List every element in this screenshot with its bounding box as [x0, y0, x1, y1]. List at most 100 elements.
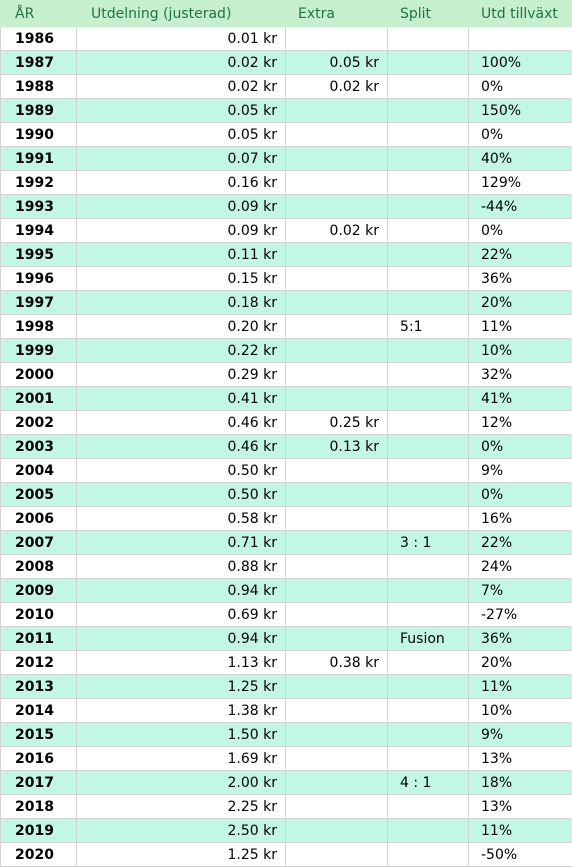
cell-growth[interactable]: 20% [469, 651, 572, 675]
cell-extra[interactable] [286, 507, 388, 531]
cell-split[interactable] [388, 507, 469, 531]
cell-split[interactable] [388, 75, 469, 99]
cell-extra[interactable] [286, 723, 388, 747]
cell-dividend[interactable]: 0.41 kr [77, 387, 286, 411]
cell-growth[interactable]: 32% [469, 363, 572, 387]
cell-year[interactable]: 1995 [1, 243, 77, 267]
cell-extra[interactable] [286, 747, 388, 771]
cell-extra[interactable] [286, 603, 388, 627]
cell-growth[interactable]: 40% [469, 147, 572, 171]
cell-dividend[interactable]: 0.07 kr [77, 147, 286, 171]
cell-year[interactable]: 2002 [1, 411, 77, 435]
cell-growth[interactable]: 13% [469, 747, 572, 771]
cell-dividend[interactable]: 2.50 kr [77, 819, 286, 843]
cell-year[interactable]: 2004 [1, 459, 77, 483]
cell-split[interactable] [388, 267, 469, 291]
cell-extra[interactable]: 0.05 kr [286, 51, 388, 75]
cell-dividend[interactable]: 0.69 kr [77, 603, 286, 627]
cell-growth[interactable]: 100% [469, 51, 572, 75]
cell-split[interactable]: 4 : 1 [388, 771, 469, 795]
cell-extra[interactable]: 0.02 kr [286, 219, 388, 243]
cell-extra[interactable] [286, 123, 388, 147]
cell-dividend[interactable]: 0.18 kr [77, 291, 286, 315]
cell-year[interactable]: 2005 [1, 483, 77, 507]
cell-year[interactable]: 2019 [1, 819, 77, 843]
cell-dividend[interactable]: 0.29 kr [77, 363, 286, 387]
cell-split[interactable] [388, 555, 469, 579]
cell-extra[interactable] [286, 483, 388, 507]
cell-dividend[interactable]: 0.94 kr [77, 579, 286, 603]
cell-split[interactable]: 5:1 [388, 315, 469, 339]
cell-split[interactable] [388, 123, 469, 147]
cell-extra[interactable] [286, 795, 388, 819]
cell-year[interactable]: 1993 [1, 195, 77, 219]
cell-dividend[interactable]: 0.05 kr [77, 123, 286, 147]
cell-growth[interactable]: 22% [469, 531, 572, 555]
cell-split[interactable] [388, 483, 469, 507]
cell-dividend[interactable]: 1.50 kr [77, 723, 286, 747]
cell-year[interactable]: 1987 [1, 51, 77, 75]
cell-growth[interactable]: 7% [469, 579, 572, 603]
cell-year[interactable]: 2014 [1, 699, 77, 723]
cell-growth[interactable]: 10% [469, 339, 572, 363]
cell-extra[interactable] [286, 531, 388, 555]
cell-growth[interactable]: 36% [469, 267, 572, 291]
cell-growth[interactable]: 13% [469, 795, 572, 819]
cell-growth[interactable]: 150% [469, 99, 572, 123]
cell-split[interactable] [388, 699, 469, 723]
cell-year[interactable]: 2007 [1, 531, 77, 555]
cell-year[interactable]: 2011 [1, 627, 77, 651]
cell-year[interactable]: 2015 [1, 723, 77, 747]
cell-extra[interactable] [286, 339, 388, 363]
cell-dividend[interactable]: 0.02 kr [77, 51, 286, 75]
cell-dividend[interactable]: 2.00 kr [77, 771, 286, 795]
cell-growth[interactable]: 129% [469, 171, 572, 195]
header-extra[interactable]: Extra [286, 1, 388, 27]
cell-split[interactable] [388, 99, 469, 123]
cell-growth[interactable]: -44% [469, 195, 572, 219]
cell-year[interactable]: 1988 [1, 75, 77, 99]
cell-extra[interactable] [286, 387, 388, 411]
cell-split[interactable] [388, 51, 469, 75]
cell-extra[interactable] [286, 363, 388, 387]
cell-extra[interactable] [286, 243, 388, 267]
cell-extra[interactable] [286, 771, 388, 795]
cell-dividend[interactable]: 0.58 kr [77, 507, 286, 531]
cell-dividend[interactable]: 0.46 kr [77, 435, 286, 459]
cell-growth[interactable]: 0% [469, 219, 572, 243]
cell-split[interactable] [388, 363, 469, 387]
cell-growth[interactable]: 12% [469, 411, 572, 435]
cell-extra[interactable] [286, 171, 388, 195]
cell-split[interactable] [388, 339, 469, 363]
cell-split[interactable] [388, 747, 469, 771]
cell-split[interactable] [388, 723, 469, 747]
cell-dividend[interactable]: 1.25 kr [77, 843, 286, 867]
cell-extra[interactable] [286, 315, 388, 339]
cell-growth[interactable]: 20% [469, 291, 572, 315]
cell-split[interactable] [388, 219, 469, 243]
cell-extra[interactable] [286, 699, 388, 723]
cell-growth[interactable]: 10% [469, 699, 572, 723]
cell-dividend[interactable]: 2.25 kr [77, 795, 286, 819]
cell-split[interactable] [388, 147, 469, 171]
cell-extra[interactable]: 0.13 kr [286, 435, 388, 459]
cell-dividend[interactable]: 0.94 kr [77, 627, 286, 651]
cell-growth[interactable] [469, 27, 572, 51]
header-year[interactable]: ÅR [1, 1, 77, 27]
cell-extra[interactable]: 0.02 kr [286, 75, 388, 99]
cell-year[interactable]: 1994 [1, 219, 77, 243]
cell-split[interactable] [388, 819, 469, 843]
cell-extra[interactable]: 0.25 kr [286, 411, 388, 435]
cell-extra[interactable] [286, 675, 388, 699]
cell-dividend[interactable]: 0.46 kr [77, 411, 286, 435]
cell-dividend[interactable]: 0.05 kr [77, 99, 286, 123]
cell-extra[interactable] [286, 843, 388, 867]
cell-year[interactable]: 2000 [1, 363, 77, 387]
cell-year[interactable]: 1989 [1, 99, 77, 123]
cell-year[interactable]: 2020 [1, 843, 77, 867]
cell-year[interactable]: 2003 [1, 435, 77, 459]
cell-split[interactable] [388, 675, 469, 699]
cell-dividend[interactable]: 0.01 kr [77, 27, 286, 51]
cell-split[interactable]: Fusion [388, 627, 469, 651]
cell-dividend[interactable]: 0.11 kr [77, 243, 286, 267]
